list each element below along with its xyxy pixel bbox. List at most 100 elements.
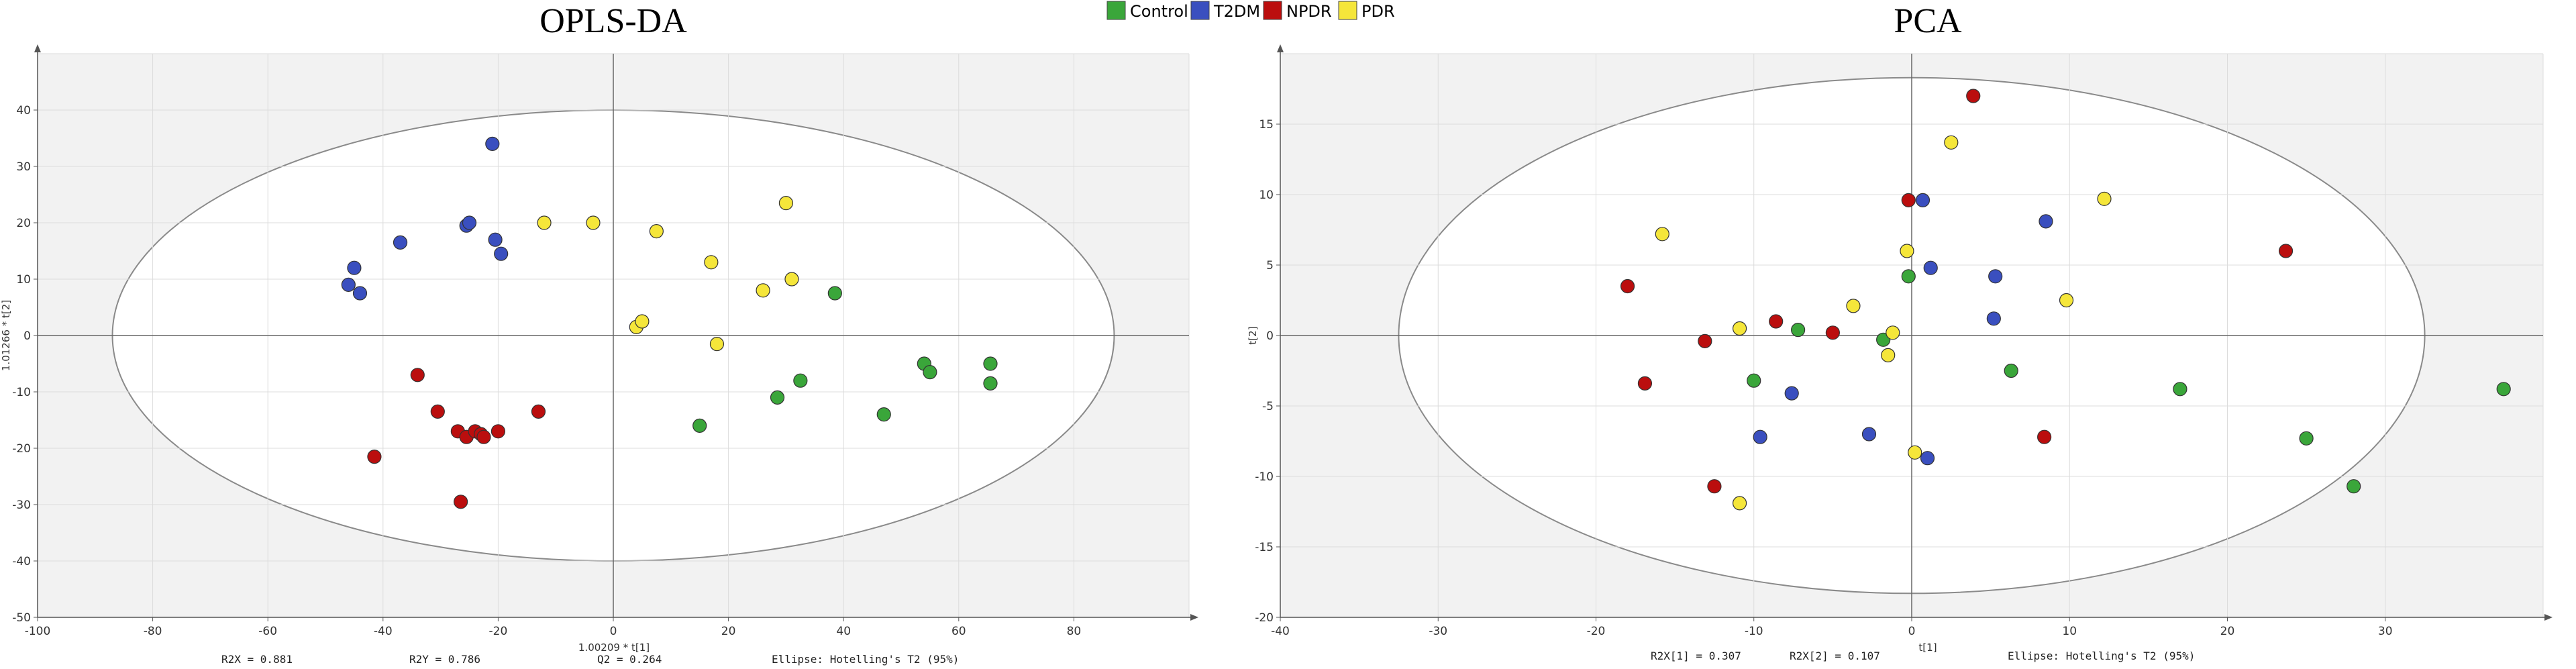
point-pdr <box>1908 445 1922 460</box>
x-tick-label: -40 <box>1271 625 1290 638</box>
y-tick-label: -20 <box>1255 611 1274 625</box>
point-t2dm <box>1920 451 1935 466</box>
model-stat: R2X[1] = 0.307 <box>1651 650 1741 662</box>
point-npdr <box>1707 479 1722 494</box>
series-t2dm <box>341 136 509 301</box>
point-npdr <box>1966 89 1981 103</box>
series-control <box>692 286 998 433</box>
point-t2dm <box>1753 429 1767 444</box>
model-stat: Q2 = 0.264 <box>597 653 662 666</box>
point-npdr <box>476 429 491 444</box>
x-axis-label: t[1] <box>1918 641 1937 654</box>
point-control <box>692 418 707 433</box>
x-tick-label: 30 <box>2378 625 2393 638</box>
point-control <box>2347 479 2361 494</box>
point-pdr <box>1881 348 1896 363</box>
x-axis-arrow <box>1190 614 1198 621</box>
chart-title: OPLS-DA <box>539 2 687 40</box>
point-npdr <box>2278 244 2294 258</box>
y-axis-arrow <box>1277 44 1284 52</box>
point-pdr <box>2097 191 2112 206</box>
point-npdr <box>454 495 468 509</box>
point-pdr <box>756 283 770 298</box>
legend-swatch-npdr <box>1263 1 1282 20</box>
x-tick-label: -100 <box>25 625 51 638</box>
point-control <box>2496 382 2511 397</box>
point-pdr <box>635 314 650 329</box>
point-pdr <box>537 215 552 230</box>
point-pdr <box>1732 321 1747 336</box>
opls-da-panel: -100 -80 -60 -40 -20 0 20 40 60 80-50-40-30-20-10… <box>0 2 1198 666</box>
y-tick-label: 15 <box>1259 118 1274 132</box>
point-pdr <box>704 255 719 270</box>
point-npdr <box>2037 429 2052 444</box>
x-axis-arrow <box>2544 614 2553 621</box>
point-control <box>770 390 785 405</box>
legend-label-npdr: NPDR <box>1286 2 1332 21</box>
x-tick-label: -40 <box>374 625 393 638</box>
x-tick-label: -80 <box>144 625 162 638</box>
model-stat: R2X = 0.881 <box>221 653 293 666</box>
point-control <box>1901 269 1916 284</box>
point-control <box>1791 323 1806 338</box>
series-t2dm <box>1753 193 2053 466</box>
point-npdr <box>531 404 546 419</box>
point-npdr <box>491 424 506 439</box>
pca-panel: -40 -30 -20 -10 0 10 20 30 -20 -15 -10 -5 0 5 10 15 PCA t… <box>1247 2 2553 662</box>
y-tick-label: -20 <box>12 442 31 456</box>
point-npdr <box>410 368 425 382</box>
point-pdr <box>1886 325 1900 340</box>
y-tick-label: -5 <box>1262 400 1274 413</box>
point-npdr <box>367 449 382 464</box>
legend-swatch-pdr <box>1338 1 1357 20</box>
y-tick-label: 0 <box>1266 329 1274 343</box>
x-tick-label: 10 <box>2062 625 2077 638</box>
series-pdr <box>537 196 799 352</box>
point-npdr <box>1698 333 1712 348</box>
point-pdr <box>1900 244 1914 258</box>
point-pdr <box>649 224 664 239</box>
legend: Control T2DM NPDR PDR <box>1106 1 1395 21</box>
point-control <box>827 286 842 301</box>
x-tick-label: 0 <box>610 625 617 638</box>
y-tick-label: 30 <box>16 160 31 174</box>
x-tick-label: -10 <box>1745 625 1763 638</box>
chart-title: PCA <box>1894 2 1962 40</box>
y-tick-label: 20 <box>16 217 31 230</box>
point-t2dm <box>393 235 408 250</box>
x-tick-label: 20 <box>2220 625 2235 638</box>
y-tick-label: -50 <box>12 611 31 625</box>
point-control <box>2004 363 2018 378</box>
point-control <box>876 407 891 422</box>
legend-swatch-t2dm <box>1190 1 1210 20</box>
point-npdr <box>1637 376 1653 391</box>
x-tick-label: -20 <box>1587 625 1606 638</box>
series-npdr <box>1620 89 2294 494</box>
point-npdr <box>1901 193 1916 207</box>
point-t2dm <box>1915 193 1930 207</box>
point-pdr <box>1846 299 1861 313</box>
model-stat: R2X[2] = 0.107 <box>1790 650 1880 662</box>
x-tick-label: 80 <box>1067 625 1082 638</box>
x-axis-label: 1.00209 * t[1] <box>578 641 650 654</box>
point-t2dm <box>2039 214 2053 229</box>
point-control <box>793 373 808 388</box>
point-pdr <box>1732 496 1747 511</box>
point-t2dm <box>485 136 500 151</box>
x-tick-label: 60 <box>951 625 966 638</box>
point-npdr <box>1769 314 1784 329</box>
y-tick-label: -10 <box>1255 470 1274 484</box>
point-t2dm <box>1986 311 2001 326</box>
point-t2dm <box>494 246 509 261</box>
y-tick-label: 0 <box>23 329 31 343</box>
point-t2dm <box>1988 269 2003 284</box>
model-stat: Ellipse: Hotelling's T2 (95%) <box>2008 650 2195 662</box>
y-axis-label: t[2] <box>1247 326 1259 344</box>
y-tick-label: 40 <box>16 104 31 117</box>
point-t2dm <box>1861 427 1877 442</box>
x-tick-label: -60 <box>258 625 277 638</box>
point-control <box>1876 332 1891 347</box>
series-npdr <box>367 368 546 509</box>
legend-swatch-control <box>1106 1 1126 20</box>
y-tick-label: -10 <box>12 386 31 399</box>
